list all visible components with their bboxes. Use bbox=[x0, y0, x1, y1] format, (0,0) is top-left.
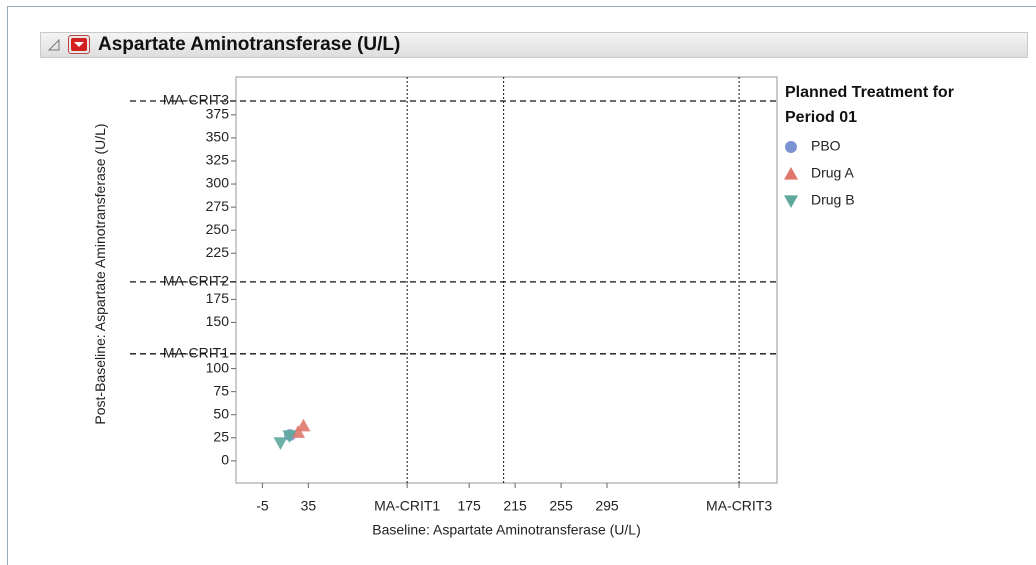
y-tick-label: MA-CRIT1 bbox=[163, 345, 229, 361]
data-point bbox=[273, 437, 288, 450]
legend-marker bbox=[784, 167, 798, 180]
y-tick-label: 375 bbox=[206, 106, 230, 122]
y-tick-label: 0 bbox=[221, 452, 229, 468]
x-tick-label: MA-CRIT3 bbox=[706, 498, 772, 514]
y-tick-label: 350 bbox=[206, 129, 230, 145]
y-tick-label: 150 bbox=[206, 313, 230, 329]
plot-frame bbox=[235, 76, 778, 484]
y-tick-label: 225 bbox=[206, 244, 230, 260]
y-tick-label: MA-CRIT2 bbox=[163, 273, 229, 289]
x-tick-label: 175 bbox=[457, 498, 481, 514]
legend-marker bbox=[784, 195, 798, 208]
data-point bbox=[296, 418, 311, 432]
menu-icon bbox=[71, 38, 87, 51]
y-tick-label: 300 bbox=[206, 175, 230, 191]
y-tick-label: 25 bbox=[213, 428, 229, 444]
y-tick-label: MA-CRIT3 bbox=[163, 92, 229, 108]
legend-title: Planned Treatment for Period 01 bbox=[785, 84, 954, 126]
y-tick-label: 250 bbox=[206, 221, 230, 237]
chart-title: Aspartate Aminotransferase (U/L) bbox=[98, 34, 401, 55]
legend-label: Drug A bbox=[811, 165, 854, 181]
y-tick-label: 275 bbox=[206, 198, 230, 214]
legend-marker bbox=[785, 141, 797, 153]
data-point bbox=[291, 425, 306, 438]
y-tick-label: 100 bbox=[206, 359, 230, 375]
legend-label: PBO bbox=[811, 138, 841, 154]
x-tick-label: 35 bbox=[301, 498, 317, 514]
legend-label: Drug B bbox=[811, 192, 855, 208]
y-tick-label: 75 bbox=[213, 382, 229, 398]
x-tick-label: 255 bbox=[549, 498, 573, 514]
y-tick-label: 325 bbox=[206, 152, 230, 168]
menu-button[interactable] bbox=[68, 35, 90, 54]
x-axis-title: Baseline: Aspartate Aminotransferase (U/… bbox=[372, 522, 640, 538]
y-tick-label: 175 bbox=[206, 290, 230, 306]
outer-frame bbox=[7, 6, 1036, 565]
x-tick-label: -5 bbox=[256, 498, 269, 514]
y-axis-title: Post-Baseline: Aspartate Aminotransferas… bbox=[92, 123, 108, 425]
y-tick-label: 50 bbox=[213, 405, 229, 421]
data-point bbox=[282, 430, 297, 443]
x-tick-label: MA-CRIT1 bbox=[374, 498, 440, 514]
header-bar bbox=[40, 32, 1028, 58]
x-tick-label: 215 bbox=[503, 498, 527, 514]
x-tick-label: 295 bbox=[595, 498, 619, 514]
disclosure-icon[interactable] bbox=[47, 38, 61, 52]
